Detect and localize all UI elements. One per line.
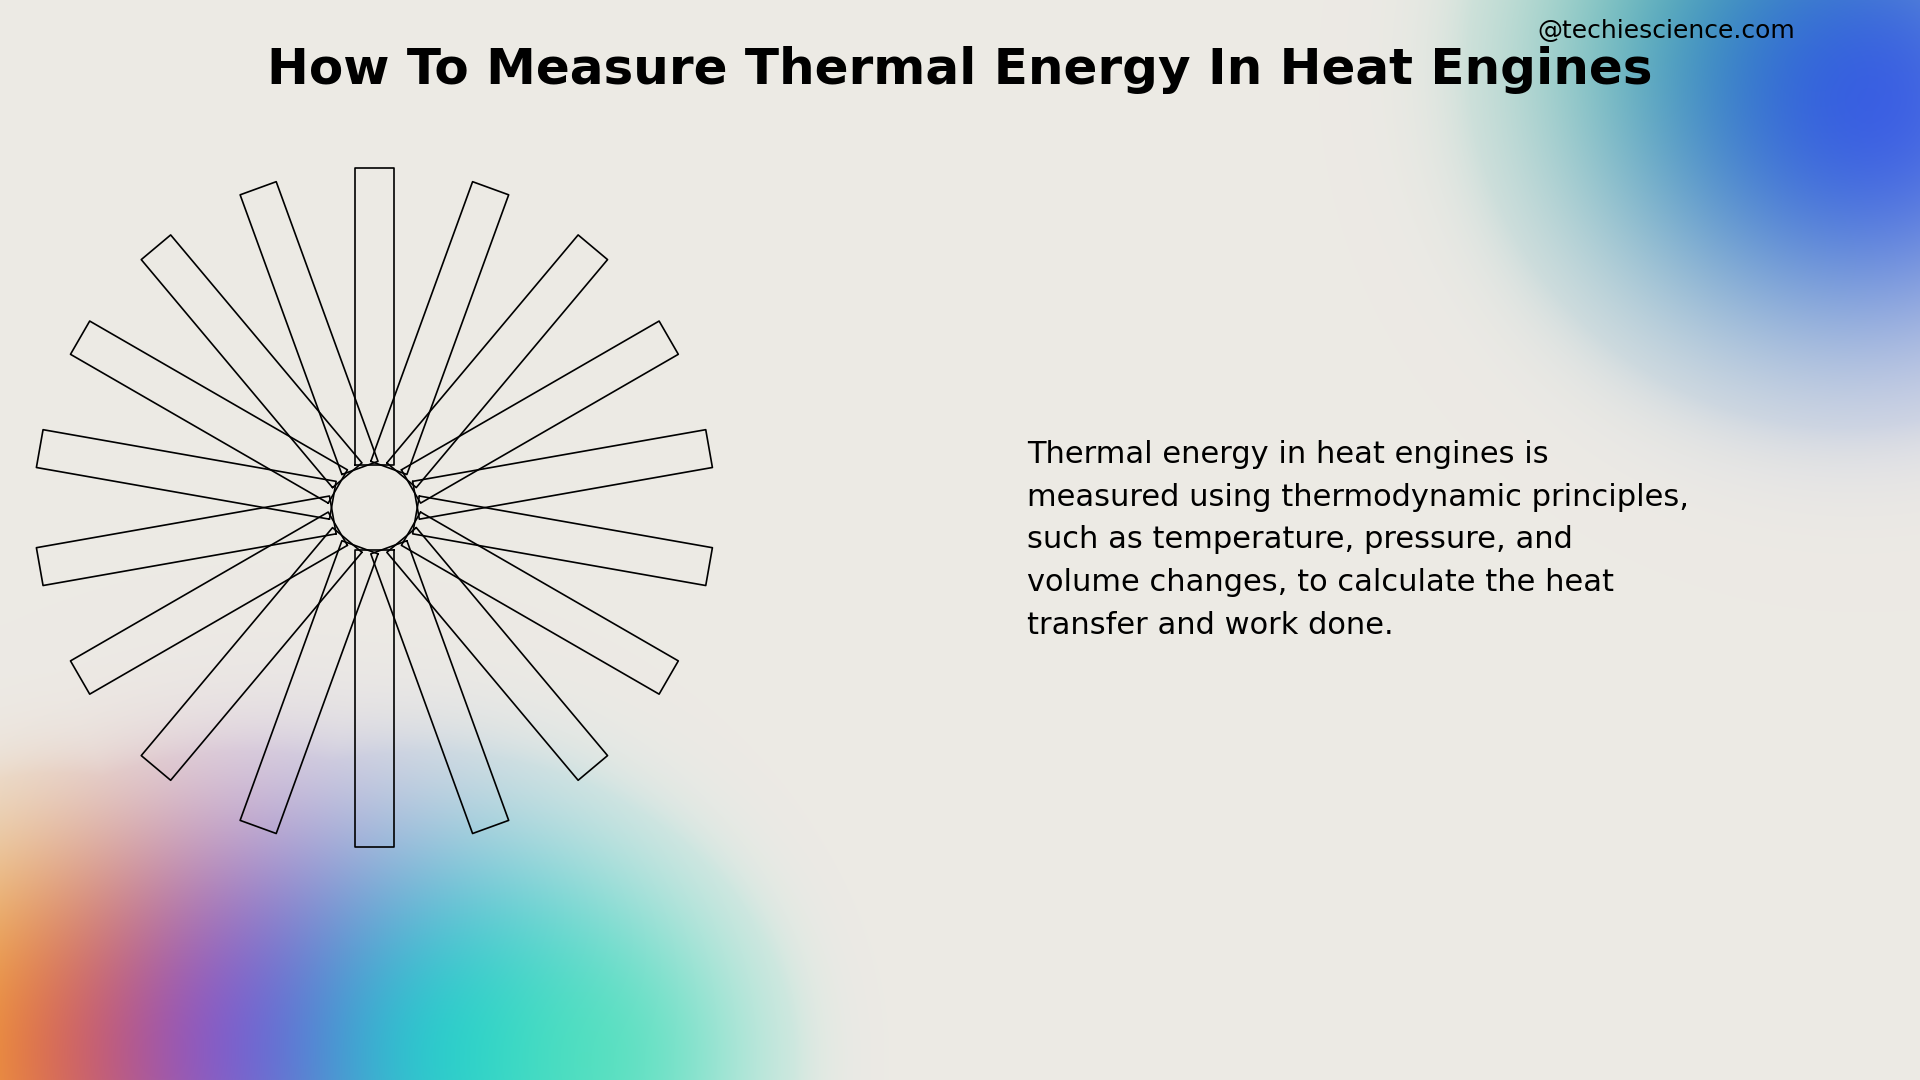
- Text: Thermal energy in heat engines is
measured using thermodynamic principles,
such : Thermal energy in heat engines is measur…: [1027, 440, 1690, 640]
- Text: How To Measure Thermal Energy In Heat Engines: How To Measure Thermal Energy In Heat En…: [267, 46, 1653, 94]
- Text: @techiescience.com: @techiescience.com: [1538, 19, 1795, 43]
